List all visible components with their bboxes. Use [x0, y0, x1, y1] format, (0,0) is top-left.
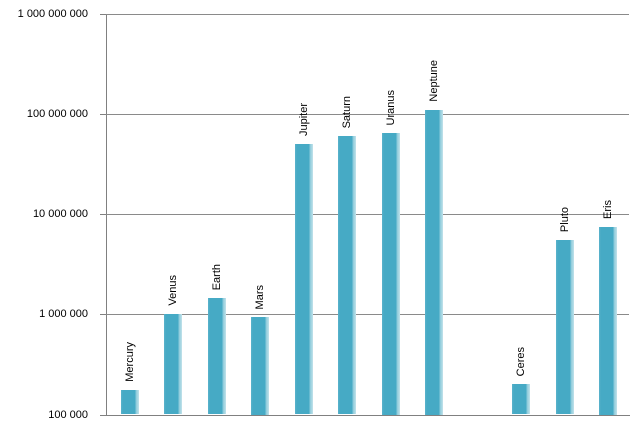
bar-mars: [251, 317, 269, 415]
category-label-jupiter: Jupiter: [298, 102, 310, 136]
bar-mercury: [121, 390, 139, 414]
category-label-pluto: Pluto: [559, 206, 571, 232]
bar-jupiter: [295, 144, 313, 414]
y-gridline: [106, 14, 629, 15]
y-tick-label: 10 000 000: [32, 208, 88, 220]
bar-earth: [208, 298, 226, 414]
y-tick-mark: [100, 314, 107, 315]
category-label-neptune: Neptune: [428, 60, 440, 102]
category-label-uranus: Uranus: [385, 89, 397, 125]
y-gridline: [106, 114, 629, 115]
category-label-saturn: Saturn: [341, 95, 353, 128]
bar-neptune: [425, 110, 443, 415]
category-label-mars: Mars: [254, 284, 266, 309]
bar-venus: [164, 314, 182, 414]
x-axis-line: [100, 415, 630, 416]
category-label-mercury: Mercury: [124, 342, 136, 382]
y-tick-mark: [100, 114, 107, 115]
category-label-ceres: Ceres: [515, 346, 527, 376]
y-gridline: [106, 214, 629, 215]
category-label-venus: Venus: [167, 275, 179, 306]
y-tick-label: 1 000 000 000: [17, 8, 88, 20]
y-tick-mark: [100, 14, 107, 15]
bar-ceres: [512, 384, 530, 414]
y-tick-mark: [100, 214, 107, 215]
category-label-eris: Eris: [602, 200, 614, 219]
category-label-earth: Earth: [211, 263, 223, 290]
y-tick-label: 100 000 000: [26, 108, 88, 120]
bar-saturn: [338, 136, 356, 414]
y-tick-label: 100 000: [48, 409, 88, 421]
bar-uranus: [382, 133, 400, 415]
bar-eris: [599, 227, 617, 415]
bar-pluto: [556, 240, 574, 414]
y-gridline: [106, 314, 629, 315]
y-tick-label: 1 000 000: [39, 308, 88, 320]
